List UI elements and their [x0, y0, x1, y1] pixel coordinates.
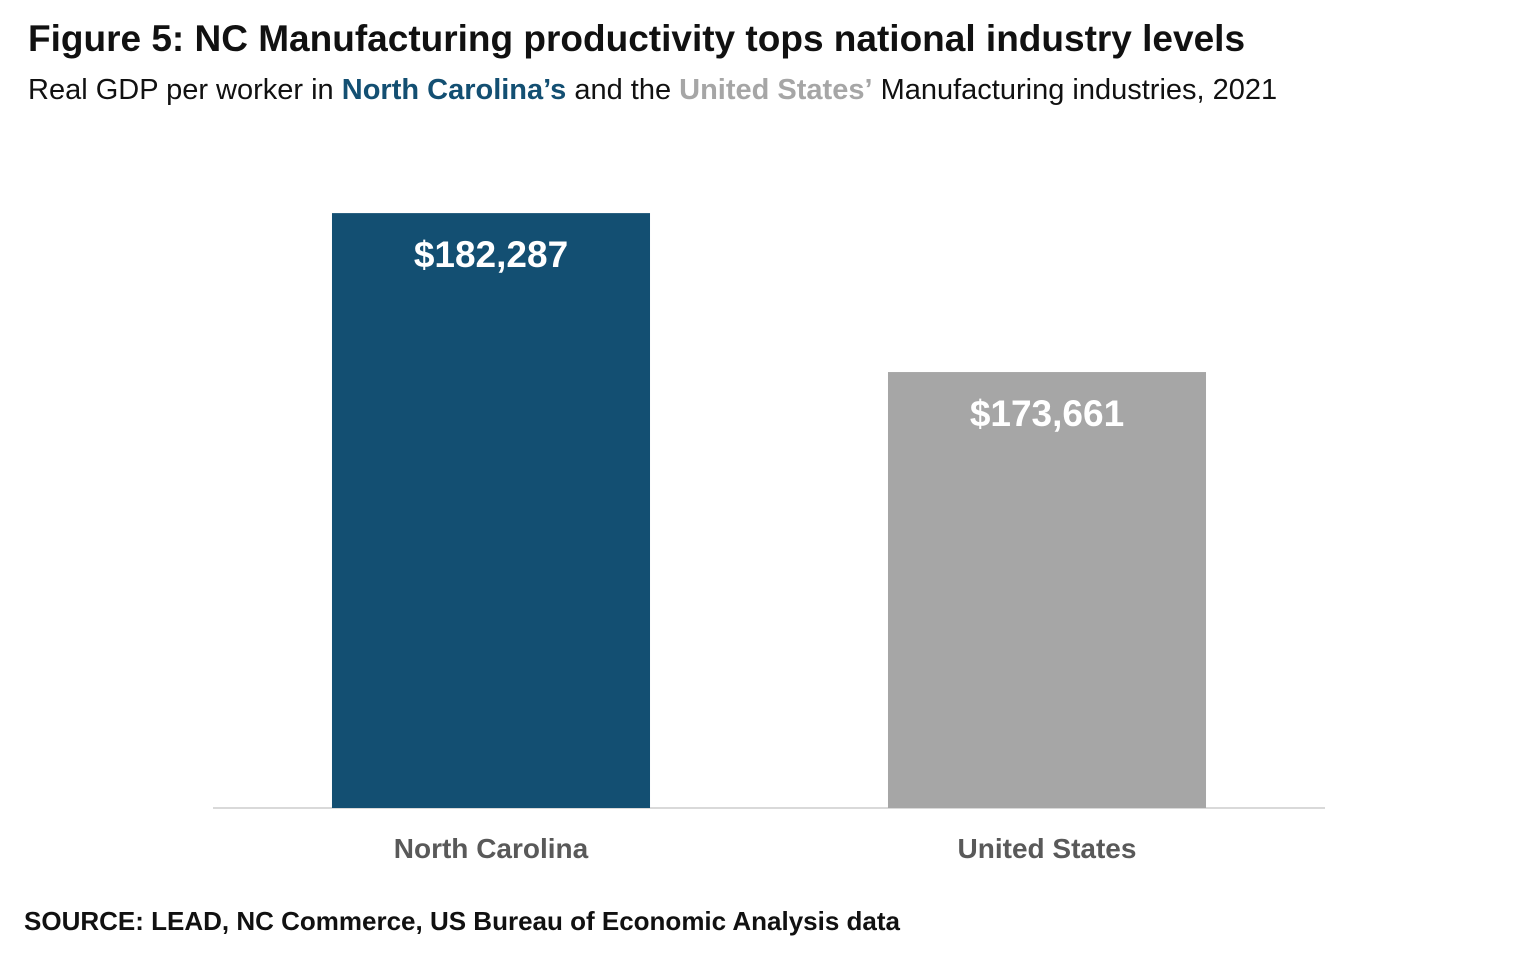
source-note: SOURCE: LEAD, NC Commerce, US Bureau of …	[24, 906, 901, 936]
data-label: $173,661	[970, 393, 1124, 434]
subtitle-part: United States’	[679, 74, 873, 106]
subtitle-part: and the	[566, 74, 680, 106]
bar	[331, 213, 651, 808]
x-tick-label: North Carolina	[394, 833, 589, 864]
subtitle-part: Manufacturing industries, 2021	[872, 74, 1278, 106]
x-tick-label: United States	[958, 833, 1137, 864]
data-label: $182,287	[414, 234, 568, 275]
subtitle-part: North Carolina’s	[341, 74, 567, 106]
chart: $182,287 North Carolina $173,661 United Sta…	[213, 213, 1325, 864]
chart-subtitle: Real GDP per worker in North Carolina’s …	[28, 74, 1277, 107]
chart-title: Figure 5: NC Manufacturing productivity …	[28, 18, 1246, 59]
bar	[887, 372, 1207, 808]
subtitle-part: Real GDP per worker in	[28, 74, 342, 106]
